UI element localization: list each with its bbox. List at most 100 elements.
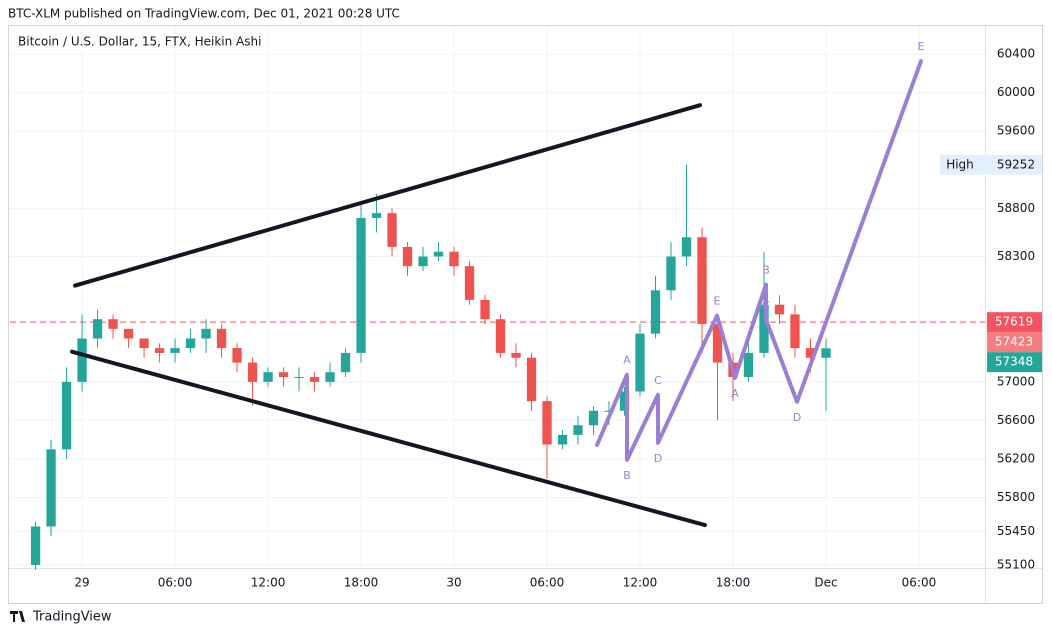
header: BTC-XLM published on TradingView.com, De…	[8, 7, 400, 21]
y-tick-label: 55100	[997, 558, 1035, 572]
candle-body	[464, 266, 475, 300]
candle-body	[697, 237, 707, 325]
candle-body	[108, 319, 118, 329]
price-tag-bg	[987, 352, 1042, 373]
candle-body	[92, 319, 103, 339]
x-tick-label: 12:00	[623, 576, 658, 590]
candle-body	[61, 381, 72, 450]
candle-body	[759, 304, 769, 353]
candle-body	[154, 348, 165, 353]
candle-body	[185, 338, 196, 349]
candle-body	[712, 324, 723, 363]
plot: A B C D E A B C D E	[10, 27, 985, 570]
zigzag-label: B	[762, 264, 770, 277]
x-tick-label: 06:00	[158, 576, 193, 590]
candle-body	[123, 328, 134, 339]
chart-title: Bitcoin / U.S. Dollar, 15, FTX, Heikin A…	[18, 35, 261, 49]
x-tick-label: 18:00	[716, 576, 751, 590]
zigzag-label: C	[654, 374, 662, 387]
price-tag: 57348	[995, 355, 1033, 369]
candle-body	[387, 213, 397, 247]
candle-body	[666, 256, 676, 291]
candle-body	[356, 217, 366, 353]
candle-body	[635, 333, 645, 392]
y-tick-label: 57000	[997, 374, 1035, 388]
candle-body	[542, 401, 552, 445]
x-tick-label: 30	[446, 576, 461, 590]
y-tick-label: 59600	[997, 124, 1035, 138]
zigzag-label: C	[762, 299, 770, 312]
frame	[8, 25, 1043, 604]
candle-body	[309, 377, 320, 382]
high-tag-value: 59252	[997, 157, 1035, 171]
zigzag-line	[595, 59, 923, 462]
candle-body	[294, 377, 304, 379]
trend-line	[69, 349, 707, 528]
zigzag-label: D	[793, 411, 801, 424]
candle-body	[650, 290, 661, 334]
logo: TradingView	[10, 610, 112, 625]
candle-body	[790, 314, 800, 349]
candle-body	[743, 352, 754, 378]
y-tick-label: 56200	[997, 451, 1035, 465]
y-tick-label: 55450	[997, 524, 1035, 538]
candle-body	[340, 352, 351, 373]
candle-body	[495, 319, 506, 353]
candle-body	[526, 357, 537, 402]
candle-body	[805, 348, 816, 358]
candle-body	[371, 213, 382, 218]
y-tick-label: 56600	[997, 413, 1035, 427]
price-tag: 57619	[995, 315, 1033, 329]
footer: TradingView	[32, 610, 112, 625]
candle-body	[216, 328, 227, 349]
candle-body	[278, 372, 289, 378]
logo-icon	[10, 611, 25, 622]
high-tag-bg	[940, 154, 1042, 175]
price-tag-bg	[987, 332, 1042, 353]
zigzag-label: A	[623, 354, 631, 367]
y-tick-label: 55800	[997, 490, 1035, 504]
candle-body	[573, 425, 583, 435]
x-tick-label: 06:00	[530, 576, 565, 590]
candle-body	[139, 338, 149, 349]
zigzag-label: D	[654, 452, 662, 465]
high-tag-label: High	[946, 157, 974, 171]
zigzag-label: E	[714, 295, 721, 308]
candle-body	[30, 526, 41, 566]
candle-body	[511, 352, 521, 358]
x-tick-label: 18:00	[344, 576, 379, 590]
candle-body	[46, 449, 56, 527]
candle-body	[588, 410, 599, 426]
trend-line	[73, 103, 702, 288]
candle-body	[619, 391, 630, 411]
candle-body	[480, 299, 490, 320]
candle-body	[77, 338, 87, 382]
y-tick-label: 58800	[997, 201, 1035, 215]
x-tick-label: 06:00	[902, 576, 937, 590]
price-tag: 57423	[995, 335, 1033, 349]
candle-body	[681, 237, 692, 257]
candle-body	[449, 251, 459, 267]
candle-body	[232, 348, 242, 363]
x-tick-label: Dec	[814, 576, 837, 590]
candle-body	[201, 328, 211, 339]
candle-body	[263, 372, 273, 382]
candle-body	[557, 434, 568, 445]
zigzag-label: A	[731, 387, 739, 400]
candle-body	[170, 348, 180, 353]
x-tick-label: 12:00	[251, 576, 286, 590]
candle-body	[402, 246, 413, 267]
x-tick-label: 29	[74, 576, 89, 590]
price-tag-bg	[987, 312, 1042, 333]
candle-body	[433, 251, 444, 257]
candle-body	[247, 362, 258, 382]
candle-body	[325, 372, 335, 382]
y-tick-label: 58300	[997, 249, 1035, 263]
y-tick-label: 60400	[997, 47, 1035, 61]
candle-body	[821, 348, 831, 358]
candle-body	[774, 304, 785, 315]
candle-body	[604, 410, 614, 412]
y-tick-label: 60000	[997, 85, 1035, 99]
